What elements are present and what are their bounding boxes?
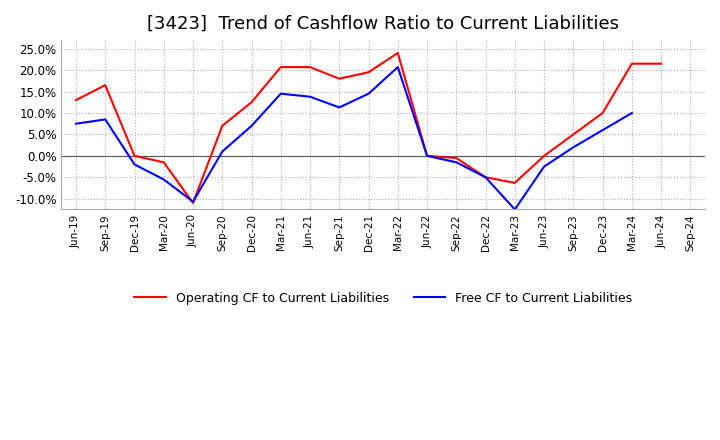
- Operating CF to Current Liabilities: [189, 200, 197, 205]
- Operating CF to Current Liabilities: [101, 82, 109, 88]
- Free CF to Current Liabilities: [247, 123, 256, 128]
- Free CF to Current Liabilities: [423, 153, 431, 158]
- Operating CF to Current Liabilities: [364, 70, 373, 75]
- Operating CF to Current Liabilities: [569, 132, 577, 137]
- Operating CF to Current Liabilities: [247, 99, 256, 105]
- Free CF to Current Liabilities: [364, 91, 373, 96]
- Free CF to Current Liabilities: [101, 117, 109, 122]
- Operating CF to Current Liabilities: [510, 180, 519, 186]
- Operating CF to Current Liabilities: [628, 61, 636, 66]
- Operating CF to Current Liabilities: [72, 98, 81, 103]
- Free CF to Current Liabilities: [394, 65, 402, 70]
- Operating CF to Current Liabilities: [540, 153, 549, 158]
- Free CF to Current Liabilities: [189, 199, 197, 204]
- Line: Free CF to Current Liabilities: Free CF to Current Liabilities: [76, 67, 632, 209]
- Operating CF to Current Liabilities: [218, 123, 227, 128]
- Free CF to Current Liabilities: [540, 164, 549, 169]
- Operating CF to Current Liabilities: [481, 175, 490, 180]
- Operating CF to Current Liabilities: [598, 110, 607, 116]
- Free CF to Current Liabilities: [628, 110, 636, 116]
- Operating CF to Current Liabilities: [452, 155, 461, 161]
- Free CF to Current Liabilities: [598, 128, 607, 133]
- Free CF to Current Liabilities: [276, 91, 285, 96]
- Operating CF to Current Liabilities: [130, 153, 139, 158]
- Operating CF to Current Liabilities: [657, 61, 665, 66]
- Free CF to Current Liabilities: [569, 145, 577, 150]
- Operating CF to Current Liabilities: [423, 153, 431, 158]
- Operating CF to Current Liabilities: [394, 50, 402, 55]
- Free CF to Current Liabilities: [306, 94, 315, 99]
- Line: Operating CF to Current Liabilities: Operating CF to Current Liabilities: [76, 53, 661, 203]
- Free CF to Current Liabilities: [481, 175, 490, 180]
- Operating CF to Current Liabilities: [159, 160, 168, 165]
- Free CF to Current Liabilities: [130, 162, 139, 167]
- Free CF to Current Liabilities: [218, 149, 227, 154]
- Free CF to Current Liabilities: [72, 121, 81, 126]
- Free CF to Current Liabilities: [452, 160, 461, 165]
- Operating CF to Current Liabilities: [276, 65, 285, 70]
- Title: [3423]  Trend of Cashflow Ratio to Current Liabilities: [3423] Trend of Cashflow Ratio to Curren…: [147, 15, 619, 33]
- Operating CF to Current Liabilities: [306, 65, 315, 70]
- Free CF to Current Liabilities: [335, 105, 343, 110]
- Operating CF to Current Liabilities: [335, 76, 343, 81]
- Free CF to Current Liabilities: [510, 207, 519, 212]
- Legend: Operating CF to Current Liabilities, Free CF to Current Liabilities: Operating CF to Current Liabilities, Fre…: [130, 287, 637, 310]
- Free CF to Current Liabilities: [159, 177, 168, 182]
